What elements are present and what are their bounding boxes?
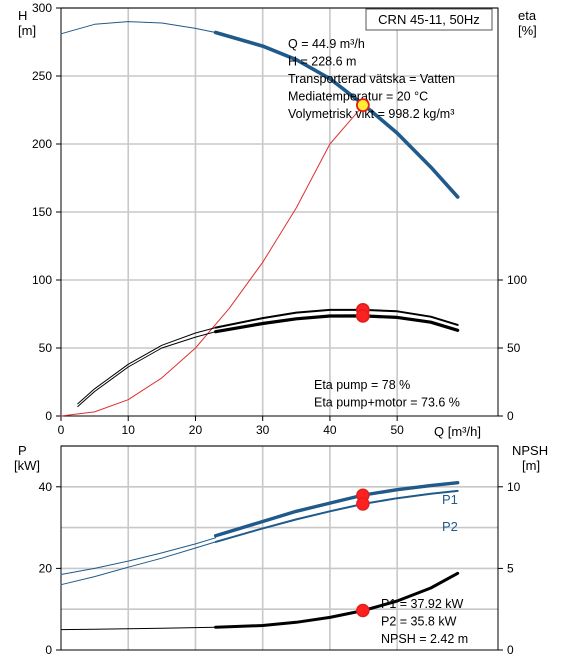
series-line-h_ext bbox=[60, 21, 217, 35]
y-tick-label-left: 200 bbox=[32, 137, 52, 151]
y-axis-unit-right: [m] bbox=[522, 458, 540, 473]
efficiency-info-line: Eta pump+motor = 73.6 % bbox=[314, 396, 460, 410]
duty-info-line: Volymetrisk vikt = 998.2 kg/m³ bbox=[288, 107, 454, 121]
x-axis-label: Q [m³/h] bbox=[434, 424, 481, 439]
y-axis-label-right: NPSH bbox=[512, 443, 548, 458]
chart-title: CRN 45-11, 50Hz bbox=[378, 12, 480, 27]
y-axis-unit-left: [kW] bbox=[14, 458, 40, 473]
y-axis-unit-right: [%] bbox=[518, 23, 537, 38]
data-point-eta_pm_pt bbox=[355, 309, 370, 323]
series-line-npsh_ext bbox=[60, 626, 217, 631]
duty-info-line: H = 228.6 m bbox=[288, 55, 356, 69]
series-line-h bbox=[213, 30, 460, 199]
y-tick-label-left: 40 bbox=[39, 480, 53, 494]
y-tick-label-right: 50 bbox=[507, 341, 521, 355]
head-efficiency-plot: 0 10 20 30 40 50 0 50 100 150 200 250 300 0 50 100 H[m] e… bbox=[18, 1, 537, 439]
title-box bbox=[365, 8, 493, 31]
y-tick-label-left: 100 bbox=[32, 273, 52, 287]
y-tick-label-left: 0 bbox=[45, 643, 52, 657]
series-line-eta_p_ext bbox=[77, 327, 217, 405]
y-tick-label-left: 20 bbox=[39, 561, 53, 575]
y-tick-label-right: 0 bbox=[507, 643, 514, 657]
y-tick-label-left: 50 bbox=[39, 341, 53, 355]
y-tick-label-left: 300 bbox=[32, 1, 52, 15]
y-tick-label-left: 0 bbox=[45, 409, 52, 423]
y-tick-label-left: 150 bbox=[32, 205, 52, 219]
y-tick-label-right: 10 bbox=[507, 480, 521, 494]
y-tick-label-right: 0 bbox=[507, 409, 514, 423]
power-info-line: P1 = 37.92 kW bbox=[381, 597, 464, 611]
x-tick-label: 40 bbox=[323, 423, 337, 437]
efficiency-info-line: Eta pump = 78 % bbox=[314, 378, 410, 392]
x-tick-label: 30 bbox=[256, 423, 270, 437]
series-line-eta_pm_ext bbox=[77, 331, 217, 407]
duty-info-line: Transporterad vätska = Vatten bbox=[288, 72, 455, 86]
y-axis-unit-left: [m] bbox=[18, 23, 36, 38]
series-line-system bbox=[60, 104, 364, 417]
plot-frame bbox=[60, 445, 499, 651]
power-info-line: P2 = 35.8 kW bbox=[381, 615, 457, 629]
series-line-eta_p bbox=[214, 308, 459, 329]
data-point-p2_pt bbox=[356, 497, 370, 511]
y-tick-label-left: 250 bbox=[32, 69, 52, 83]
duty-info-line: Q = 44.9 m³/h bbox=[288, 37, 365, 51]
series-label-p1: P1 bbox=[442, 492, 458, 507]
series-line-p2 bbox=[214, 489, 459, 543]
power-npsh-plot: 0 20 40 0 5 10 P[kW] NPSH[m] P1 P2 P1 = 37.92 kW P2… bbox=[14, 443, 548, 657]
x-tick-label: 50 bbox=[390, 423, 404, 437]
y-axis-label-right: eta bbox=[518, 8, 537, 23]
data-point-duty bbox=[355, 98, 370, 113]
y-axis-label-left: P bbox=[18, 443, 27, 458]
power-info-line: NPSH = 2.42 m bbox=[381, 632, 468, 646]
series-label-p2: P2 bbox=[442, 519, 458, 534]
y-axis-label-left: H bbox=[18, 8, 27, 23]
x-tick-label: 20 bbox=[189, 423, 203, 437]
y-tick-label-right: 100 bbox=[507, 273, 527, 287]
series-line-eta_pm bbox=[214, 314, 460, 334]
y-tick-label-right: 5 bbox=[507, 561, 514, 575]
series-line-npsh bbox=[214, 571, 460, 629]
duty-info-line: Mediatemperatur = 20 °C bbox=[288, 90, 428, 104]
series-line-p1_ext bbox=[60, 537, 217, 575]
x-tick-label: 0 bbox=[58, 423, 65, 437]
series-line-p2_ext bbox=[60, 541, 217, 586]
x-tick-label: 10 bbox=[122, 423, 136, 437]
data-point-npsh_pt bbox=[356, 603, 370, 618]
series-line-p1 bbox=[213, 481, 460, 538]
